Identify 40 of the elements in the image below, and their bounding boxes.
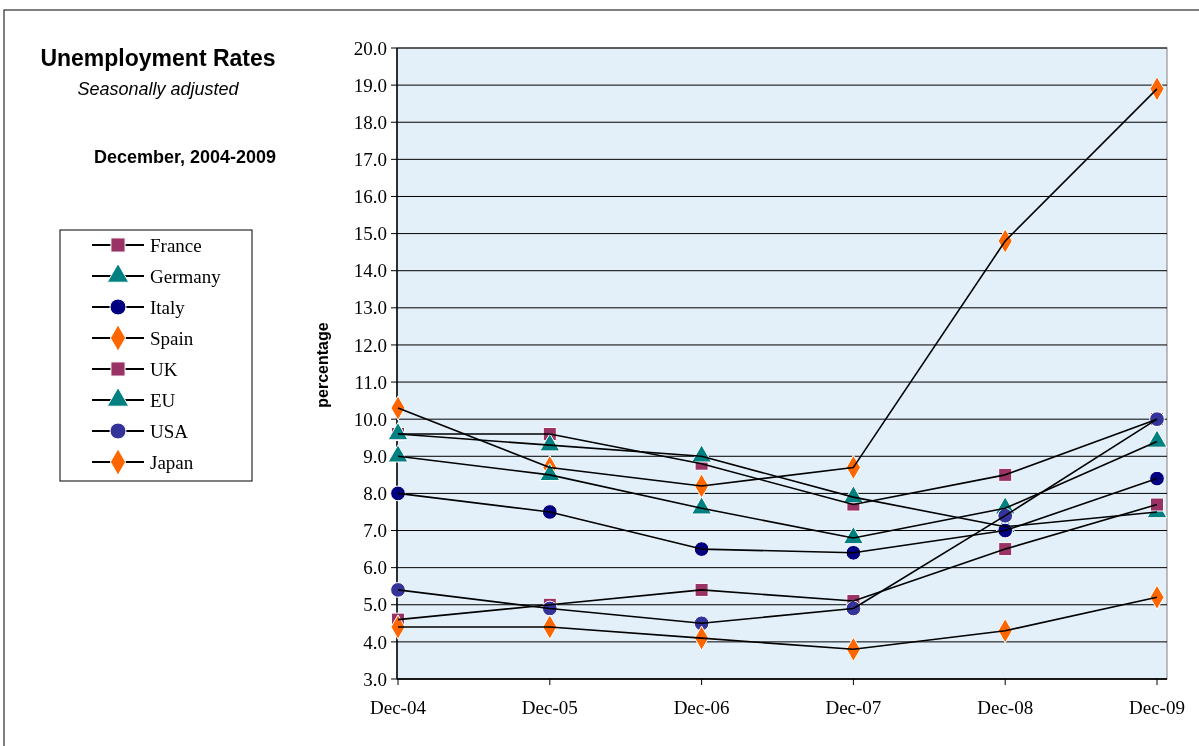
y-axis-title: percentage bbox=[314, 322, 331, 408]
x-tick-label: Dec-05 bbox=[521, 697, 578, 718]
point bbox=[390, 582, 406, 598]
y-tick-label: 20.0 bbox=[353, 37, 387, 59]
y-tick-label: 19.0 bbox=[353, 74, 387, 96]
y-tick-label: 8.0 bbox=[363, 483, 387, 505]
y-tick-label: 18.0 bbox=[353, 111, 387, 133]
point bbox=[390, 485, 406, 502]
y-tick-label: 4.0 bbox=[363, 631, 387, 653]
y-tick-label: 11.0 bbox=[354, 371, 387, 393]
point bbox=[1149, 497, 1165, 512]
legend-label: Italy bbox=[150, 296, 186, 318]
y-tick-label: 16.0 bbox=[353, 186, 387, 208]
point bbox=[1149, 470, 1165, 487]
y-tick-label: 13.0 bbox=[353, 297, 387, 319]
y-tick-label: 14.0 bbox=[353, 260, 387, 282]
x-tick-label: Dec-08 bbox=[977, 697, 1034, 718]
text: Unemployment Rates bbox=[40, 45, 276, 71]
x-tick-label: Dec-04 bbox=[370, 697, 427, 718]
legend-label: France bbox=[150, 234, 202, 256]
y-tick-label: 7.0 bbox=[363, 520, 387, 542]
y-tick-label: 10.0 bbox=[353, 408, 387, 430]
y-tick-label: 5.0 bbox=[363, 594, 387, 616]
legend-label: USA bbox=[150, 420, 189, 442]
y-tick-label: 3.0 bbox=[363, 668, 387, 690]
y-tick-label: 17.0 bbox=[353, 149, 387, 170]
text: December, 2004-2009 bbox=[93, 147, 277, 167]
x-tick-label: Dec-09 bbox=[1129, 697, 1185, 718]
y-tick-label: 15.0 bbox=[353, 223, 387, 245]
y-tick-label: 12.0 bbox=[353, 334, 387, 356]
y-tick-label: 6.0 bbox=[363, 557, 387, 579]
legend-label: EU bbox=[150, 389, 176, 411]
x-tick-label: Dec-06 bbox=[673, 697, 730, 718]
y-tick-label: 9.0 bbox=[363, 445, 387, 467]
legend-label: UK bbox=[150, 358, 178, 380]
legend-label: Japan bbox=[150, 451, 194, 473]
legend-label: Spain bbox=[150, 327, 194, 349]
x-tick-label: Dec-07 bbox=[825, 697, 882, 718]
legend-label: Germany bbox=[150, 265, 222, 287]
text: Seasonally adjusted bbox=[77, 79, 240, 99]
